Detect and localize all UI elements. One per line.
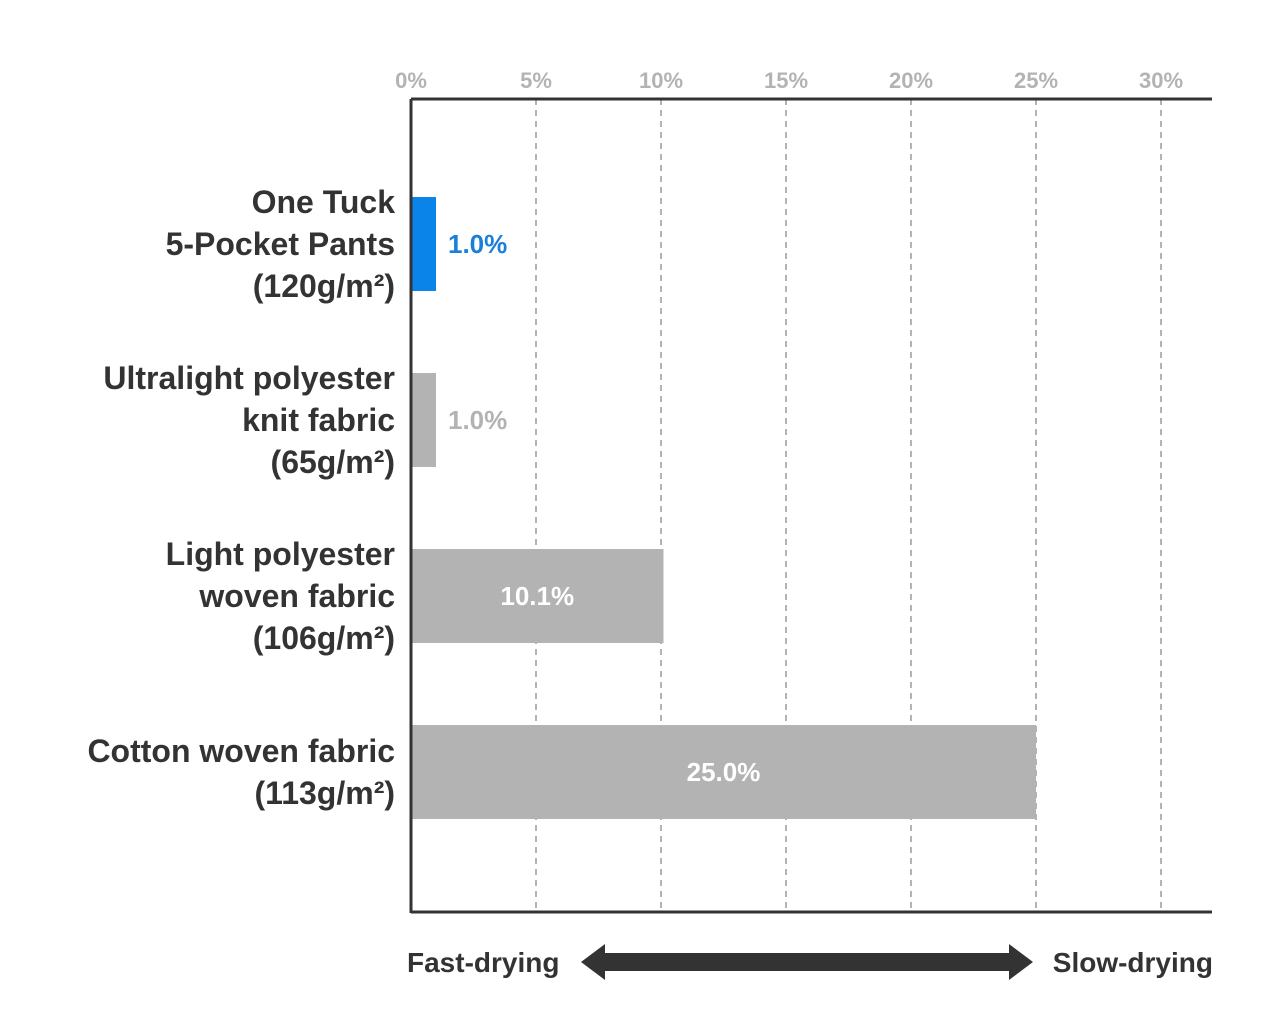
category-label-line: Ultralight polyester xyxy=(103,360,395,396)
x-tick-label: 5% xyxy=(520,68,552,93)
value-labels: 1.0% 1.0% 10.1% 25.0% xyxy=(448,229,760,787)
bars xyxy=(411,197,1036,819)
value-label: 10.1% xyxy=(500,581,574,611)
bar xyxy=(411,373,436,467)
x-tick-label: 25% xyxy=(1014,68,1058,93)
fast-drying-label: Fast-drying xyxy=(407,947,559,978)
x-tick-label: 30% xyxy=(1139,68,1183,93)
category-label-line: Cotton woven fabric xyxy=(87,733,395,769)
category-label-line: (106g/m²) xyxy=(253,620,395,656)
category-label: Cotton woven fabric (113g/m²) xyxy=(87,733,395,811)
category-label: Light polyester woven fabric (106g/m²) xyxy=(166,536,395,656)
category-label: One Tuck 5-Pocket Pants (120g/m²) xyxy=(166,184,396,304)
category-label-line: One Tuck xyxy=(252,184,396,220)
category-labels: One Tuck 5-Pocket Pants (120g/m²) Ultraligh… xyxy=(87,184,395,811)
x-tick-labels: 0% 5% 10% 15% 20% 25% 30% xyxy=(395,68,1183,93)
x-tick-label: 0% xyxy=(395,68,427,93)
double-arrow-icon xyxy=(581,944,1033,980)
x-tick-label: 20% xyxy=(889,68,933,93)
category-label-line: woven fabric xyxy=(198,578,395,614)
bar xyxy=(411,549,664,643)
bar xyxy=(411,725,1036,819)
slow-drying-label: Slow-drying xyxy=(1053,947,1213,978)
grid-lines xyxy=(535,99,1162,912)
value-label: 1.0% xyxy=(448,405,507,435)
bar xyxy=(411,197,436,291)
category-label-line: Light polyester xyxy=(166,536,395,572)
category-label-line: (113g/m²) xyxy=(255,775,395,811)
category-label-line: 5-Pocket Pants xyxy=(166,226,395,262)
x-tick-label: 15% xyxy=(764,68,808,93)
drying-speed-annotation: Fast-drying Slow-drying xyxy=(407,944,1213,980)
category-label: Ultralight polyester knit fabric (65g/m²) xyxy=(103,360,395,480)
x-tick-label: 10% xyxy=(639,68,683,93)
category-label-line: knit fabric xyxy=(242,402,395,438)
value-label: 25.0% xyxy=(687,757,761,787)
value-label: 1.0% xyxy=(448,229,507,259)
axes xyxy=(409,97,1212,914)
category-label-line: (65g/m²) xyxy=(271,444,395,480)
category-label-line: (120g/m²) xyxy=(253,268,395,304)
